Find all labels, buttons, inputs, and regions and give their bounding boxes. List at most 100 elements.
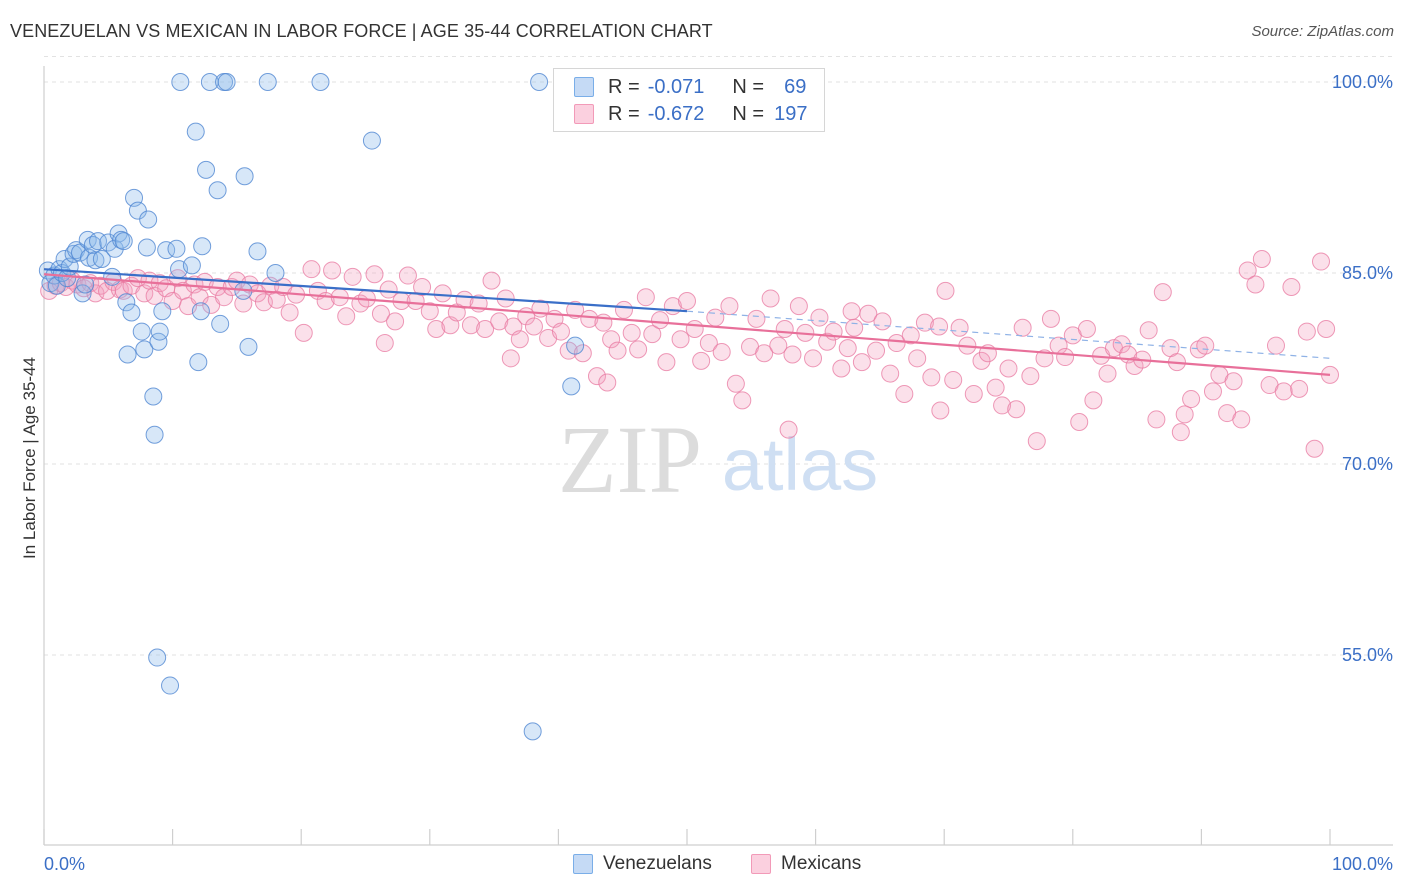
mexican-point (1070, 412, 1089, 431)
venezuelan-point (117, 293, 136, 312)
venezuelan-point (92, 249, 111, 268)
mexican-point (1311, 252, 1330, 271)
mexicans-trend-line (43, 273, 1331, 376)
mexican-point (842, 302, 861, 321)
mexican-point (726, 374, 745, 393)
legend-label-mexicans: Mexicans (781, 853, 862, 874)
mexican-point (1252, 249, 1271, 268)
mexican-point (1246, 275, 1265, 294)
venezuelan-point (189, 353, 208, 372)
mexican-point (1182, 390, 1201, 409)
mexican-point (671, 330, 690, 349)
venezuelan-point (566, 336, 585, 355)
venezuelan-point (122, 303, 141, 322)
venezuelan-point (161, 676, 180, 695)
venezuelan-point (150, 322, 169, 341)
tick-labels: 55.0% 70.0% 85.0% 100.0% 0.0% 100.0% (44, 72, 1393, 874)
venezuelan-point (362, 131, 381, 150)
mexican-point (950, 318, 969, 337)
venezuelan-point (248, 242, 267, 261)
chart-title: VENEZUELAN VS MEXICAN IN LABOR FORCE | A… (10, 21, 713, 41)
mexican-point (1266, 336, 1285, 355)
stats-legend: R = -0.071 N = 69 R = -0.672 N = 197 (553, 68, 825, 132)
venezuelan-point (562, 377, 581, 396)
mexican-point (769, 336, 788, 355)
venezuelan-point (186, 122, 205, 141)
mexican-point (1153, 283, 1172, 302)
mexican-point (650, 311, 669, 330)
mexican-point (832, 359, 851, 378)
mexican-point (379, 280, 398, 299)
mexican-point (993, 396, 1012, 415)
venezuelan-point (311, 73, 330, 91)
mexican-point (804, 349, 823, 368)
mexican-point (337, 307, 356, 326)
mexican-point (580, 309, 599, 328)
mexican-point (1317, 320, 1336, 339)
mexican-point (501, 349, 520, 368)
mexican-point (608, 341, 627, 360)
venezuelan-point (235, 167, 254, 186)
venezuelan-point (145, 425, 164, 444)
mexican-point (294, 323, 313, 342)
venezuelan-point (128, 201, 147, 220)
mexican-point (1077, 320, 1096, 339)
mexican-point (930, 317, 949, 336)
mexican-point (420, 302, 439, 321)
mexican-point (747, 309, 766, 328)
source-credit: Source: ZipAtlas.com (1251, 23, 1394, 40)
mexican-point (936, 281, 955, 300)
mexican-point (1007, 400, 1026, 419)
venezuelan-point (530, 73, 549, 91)
mexican-point (1290, 379, 1309, 398)
r-label: R = (608, 102, 640, 125)
mexican-point (881, 364, 900, 383)
mexican-point (1232, 410, 1251, 429)
mexican-point (386, 312, 405, 331)
mexican-point (323, 261, 342, 280)
x-tick-label: 100.0% (1332, 854, 1393, 874)
venezuelan-point (114, 232, 133, 251)
venezuelan-point (153, 302, 172, 321)
mexican-point (1056, 348, 1075, 367)
venezuelan-point (139, 210, 158, 229)
venezuelan-point (76, 275, 95, 294)
mexican-point (598, 373, 617, 392)
y-tick-label: 85.0% (1342, 263, 1393, 283)
mexican-point (699, 334, 718, 353)
mexican-point (887, 334, 906, 353)
mexican-point (1013, 318, 1032, 337)
mexican-point (678, 292, 696, 311)
mexican-point (1175, 405, 1194, 424)
watermark-atlas: atlas (722, 423, 878, 506)
mexican-point (931, 401, 950, 420)
mexican-point (56, 278, 75, 297)
mexican-point (964, 384, 983, 403)
legend-item-mexicans: Mexicans (751, 852, 861, 876)
mexican-point (1035, 349, 1054, 368)
mexican-point (629, 340, 648, 359)
mexican-point (692, 351, 711, 370)
mexican-point (1196, 336, 1215, 355)
mexican-point (1112, 335, 1131, 354)
legend-row-venezuelans: R = -0.071 N = 69 (574, 74, 806, 100)
mexican-point (733, 391, 752, 410)
mexican-point (1147, 410, 1166, 429)
r-label: R = (608, 75, 640, 98)
mexican-point (775, 320, 794, 339)
n-label: N = (732, 102, 765, 125)
mexican-point (1171, 423, 1190, 442)
mexican-point (510, 330, 529, 349)
mexicans-swatch (574, 104, 594, 124)
venezuelan-point (182, 256, 201, 275)
mexican-point (1027, 432, 1046, 451)
y-axis-label: In Labor Force | Age 35-44 (20, 357, 39, 559)
trend-lines (43, 268, 1331, 376)
mexican-point (901, 326, 920, 345)
mexican-point (461, 316, 480, 335)
venezuelan-point (167, 239, 186, 258)
mexican-point (944, 370, 963, 389)
x-tick-label: 0.0% (44, 854, 85, 874)
n-label: N = (732, 75, 765, 98)
